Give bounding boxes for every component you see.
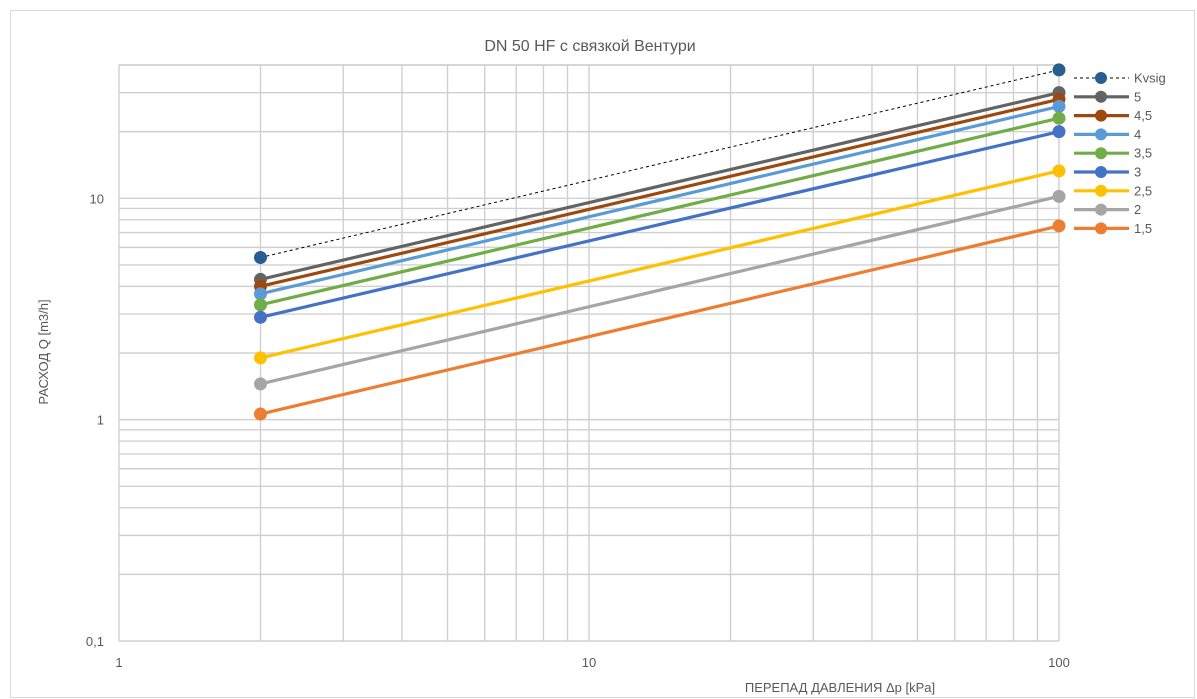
series-8 bbox=[253, 219, 1066, 421]
x-axis-label: ПЕРЕПАД ДАВЛЕНИЯ Δp [kPa] bbox=[745, 680, 935, 695]
series-4 bbox=[253, 111, 1066, 312]
data-point bbox=[1052, 99, 1066, 113]
series-line bbox=[260, 91, 1060, 281]
legend-item: 3 bbox=[1074, 165, 1141, 180]
series-line bbox=[260, 69, 1060, 258]
legend-item: 3,5 bbox=[1074, 146, 1152, 161]
legend-label: 4,5 bbox=[1134, 108, 1152, 123]
legend-swatch-marker bbox=[1095, 128, 1107, 141]
x-tick-label: 100 bbox=[1048, 655, 1070, 670]
legend-item: 2,5 bbox=[1074, 183, 1152, 198]
legend-item: 4 bbox=[1074, 127, 1141, 142]
data-point bbox=[1052, 125, 1066, 139]
y-tick-label: 1 bbox=[97, 413, 104, 428]
legend-label: Kvsig bbox=[1134, 71, 1166, 86]
legend-label: 1,5 bbox=[1134, 221, 1152, 236]
legend: Kvsig 5 4,5 4 3,5 3 2,5 2 1,5 bbox=[1074, 71, 1166, 236]
data-point bbox=[253, 377, 267, 391]
y-tick-label: 10 bbox=[90, 191, 104, 206]
data-point bbox=[1052, 111, 1066, 125]
legend-label: 3,5 bbox=[1134, 146, 1152, 161]
data-point bbox=[1052, 219, 1066, 233]
legend-swatch-marker bbox=[1095, 222, 1107, 235]
series-6 bbox=[253, 164, 1066, 365]
chart-title: DN 50 HF с связкой Вентури bbox=[484, 38, 695, 55]
x-tick-label: 10 bbox=[582, 655, 596, 670]
legend-swatch-marker bbox=[1095, 147, 1107, 160]
series-line bbox=[260, 194, 1060, 386]
series-1 bbox=[253, 86, 1066, 286]
legend-swatch-marker bbox=[1095, 109, 1107, 122]
series-3 bbox=[253, 99, 1066, 301]
chart-frame bbox=[10, 10, 1195, 698]
series-line bbox=[260, 104, 1060, 296]
series-line bbox=[260, 97, 1060, 288]
legend-swatch-marker bbox=[1095, 166, 1107, 178]
data-point bbox=[253, 287, 267, 301]
series-line bbox=[260, 224, 1060, 416]
series-5 bbox=[253, 125, 1066, 324]
legend-label: 3 bbox=[1134, 165, 1141, 180]
grid bbox=[118, 64, 1060, 642]
legend-item: 5 bbox=[1074, 89, 1141, 104]
legend-item: 4,5 bbox=[1074, 108, 1152, 123]
series-line bbox=[260, 169, 1060, 360]
series-group bbox=[253, 63, 1066, 421]
data-point bbox=[253, 407, 267, 421]
legend-item: 2 bbox=[1074, 202, 1141, 217]
data-point bbox=[253, 351, 267, 365]
series-7 bbox=[253, 189, 1066, 391]
legend-label: 2,5 bbox=[1134, 183, 1152, 198]
legend-swatch-marker bbox=[1095, 90, 1107, 103]
data-point bbox=[253, 251, 267, 265]
legend-swatch-marker bbox=[1095, 203, 1107, 216]
legend-swatch-marker bbox=[1095, 72, 1107, 84]
legend-item: 1,5 bbox=[1074, 221, 1152, 236]
y-axis-label: РАСХОД Q [m3/h] bbox=[36, 299, 51, 404]
data-point bbox=[1052, 189, 1066, 203]
data-point bbox=[1052, 164, 1066, 178]
y-tick-label: 0,1 bbox=[86, 634, 104, 649]
legend-label: 5 bbox=[1134, 89, 1141, 104]
series-line bbox=[260, 130, 1060, 319]
legend-item: Kvsig bbox=[1074, 71, 1166, 86]
series-0 bbox=[253, 63, 1066, 265]
tick-labels: 1 10 100 0,1 1 10 bbox=[86, 191, 1070, 670]
legend-label: 4 bbox=[1134, 127, 1141, 142]
x-tick-label: 1 bbox=[115, 655, 122, 670]
data-point bbox=[1052, 63, 1066, 77]
data-point bbox=[253, 298, 267, 312]
data-point bbox=[253, 310, 267, 324]
legend-label: 2 bbox=[1134, 202, 1141, 217]
legend-swatch-marker bbox=[1095, 184, 1107, 197]
series-line bbox=[260, 116, 1060, 307]
